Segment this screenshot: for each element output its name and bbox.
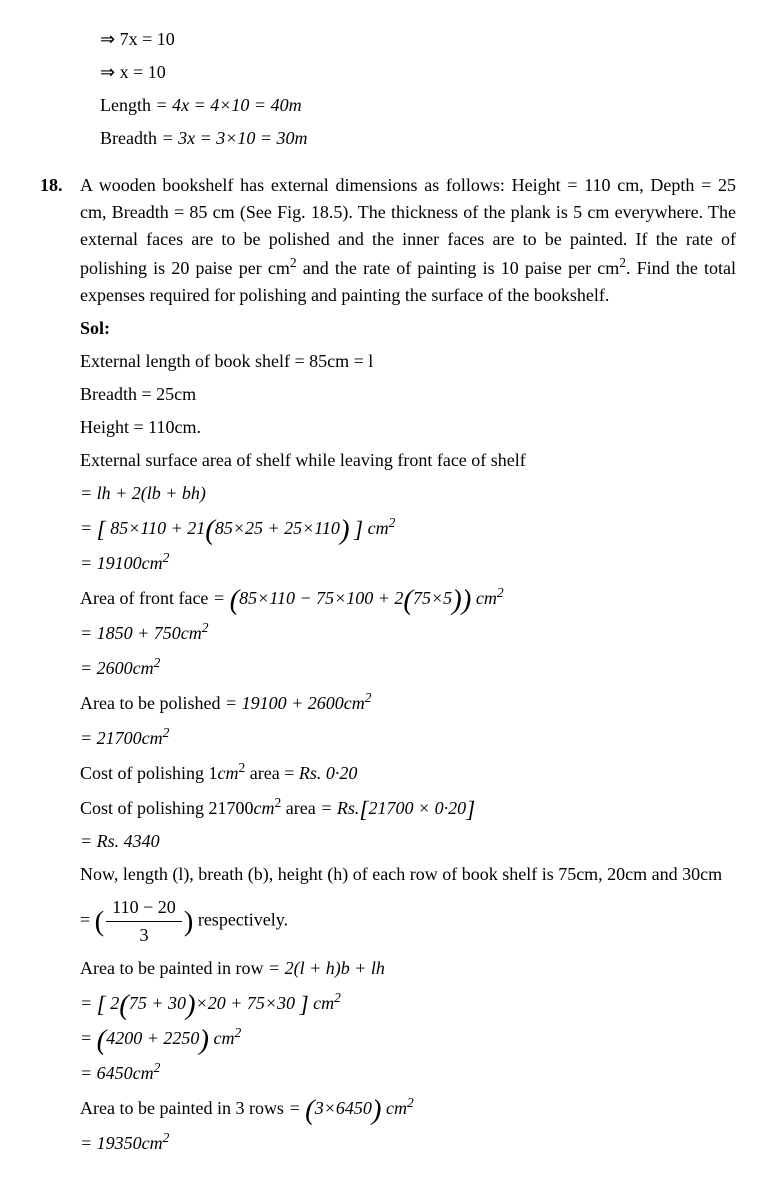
sol-text: External length of book shelf = 85cm = l: [80, 351, 373, 371]
sol-line: = 1850 + 750cm2: [80, 618, 736, 647]
fraction-num: 110 − 20: [106, 894, 181, 922]
sol-label-text: Area to be painted in row: [80, 958, 268, 978]
sol-line: = 6450cm2: [80, 1058, 736, 1087]
eq-line: ⇒ x = 10: [100, 59, 736, 86]
sol-text: Breadth = 25cm: [80, 384, 196, 404]
sol-line: External surface area of shelf while lea…: [80, 447, 736, 474]
sol-math: Rs. 0·20: [299, 763, 358, 783]
fraction: 110 − 203: [106, 894, 181, 949]
eq-label: Length: [100, 95, 156, 115]
eq-math: = 4x = 4×10 = 40m: [156, 95, 302, 115]
sol-line: = 19350cm2: [80, 1128, 736, 1157]
sol-line: External length of book shelf = 85cm = l: [80, 348, 736, 375]
fraction-den: 3: [106, 922, 181, 949]
sol-line: = lh + 2(lb + bh): [80, 480, 736, 507]
bracket-open: [: [97, 517, 106, 543]
problem-body: A wooden bookshelf has external dimensio…: [80, 172, 736, 1163]
eq-line: Breadth = 3x = 3×10 = 30m: [100, 125, 736, 152]
sup-2: 2: [619, 255, 626, 270]
paren-open: (: [205, 514, 215, 546]
sol-label-text: Area to be painted in 3 rows: [80, 1098, 288, 1118]
sol-math: = (85×110 − 75×100 + 2(75×5)) cm2: [213, 588, 504, 608]
eq-label: Breadth: [100, 128, 161, 148]
eq-line: Length = 4x = 4×10 = 40m: [100, 92, 736, 119]
sol-line: Area to be painted in row = 2(l + h)b + …: [80, 955, 736, 982]
sol-line: Height = 110cm.: [80, 414, 736, 441]
problem-text-part: and the rate of painting is 10 paise per…: [297, 258, 620, 278]
eq-line: ⇒ 7x = 10: [100, 26, 736, 53]
paren-close: ): [184, 906, 194, 938]
eq-math: = 3x = 3×10 = 30m: [161, 128, 307, 148]
sol-line: = (110 − 203) respectively.: [80, 894, 736, 949]
sol-label-text: Area of front face: [80, 588, 213, 608]
sol-line: Cost of polishing 21700cm2 area = Rs.[21…: [80, 793, 736, 822]
prev-solution-tail: ⇒ 7x = 10 ⇒ x = 10 Length = 4x = 4×10 = …: [100, 26, 736, 152]
sol-line: Cost of polishing 1cm2 area = Rs. 0·20: [80, 758, 736, 787]
sol-text: Now, length (l), breath (b), height (h) …: [80, 864, 722, 884]
sol-math: = (3×6450) cm2: [288, 1098, 413, 1118]
sol-line: = (4200 + 2250) cm2: [80, 1023, 736, 1052]
sol-math: = 19100 + 2600cm2: [225, 693, 372, 713]
sol-math: = Rs. 4340: [80, 831, 160, 851]
sol-line: Area to be painted in 3 rows = (3×6450) …: [80, 1093, 736, 1122]
eq-text: ⇒ x = 10: [100, 62, 166, 82]
solution-label: Sol:: [80, 315, 736, 342]
sol-line: = 2600cm2: [80, 653, 736, 682]
sol-line: = [ 2(75 + 30)×20 + 75×30 ] cm2: [80, 988, 736, 1017]
paren-close: ): [340, 514, 350, 546]
bracket-close: ]: [354, 517, 363, 543]
sol-line: = Rs. 4340: [80, 828, 736, 855]
sol-text: External surface area of shelf while lea…: [80, 450, 526, 470]
sol-text: Height = 110cm.: [80, 417, 201, 437]
sol-line: = 19100cm2: [80, 548, 736, 577]
sol-line: Now, length (l), breath (b), height (h) …: [80, 861, 736, 888]
sol-line: Area of front face = (85×110 − 75×100 + …: [80, 583, 736, 612]
sup-2: 2: [290, 255, 297, 270]
problem-number: 18.: [40, 172, 80, 1163]
sol-text: respectively.: [193, 910, 288, 930]
sol-label-text: Area to be polished: [80, 693, 225, 713]
problem-block: 18. A wooden bookshelf has external dime…: [40, 172, 736, 1163]
eq-text: ⇒ 7x = 10: [100, 29, 175, 49]
sol-line: Area to be polished = 19100 + 2600cm2: [80, 688, 736, 717]
sol-math: = Rs.[21700 × 0·20]: [320, 798, 475, 818]
sol-math: = 2(l + h)b + lh: [268, 958, 385, 978]
sol-line: Breadth = 25cm: [80, 381, 736, 408]
sol-line: = 21700cm2: [80, 723, 736, 752]
sol-math: = lh + 2(lb + bh): [80, 483, 206, 503]
paren-open: (: [95, 906, 105, 938]
sol-line: = [ 85×110 + 21(85×25 + 25×110) ] cm2: [80, 513, 736, 542]
